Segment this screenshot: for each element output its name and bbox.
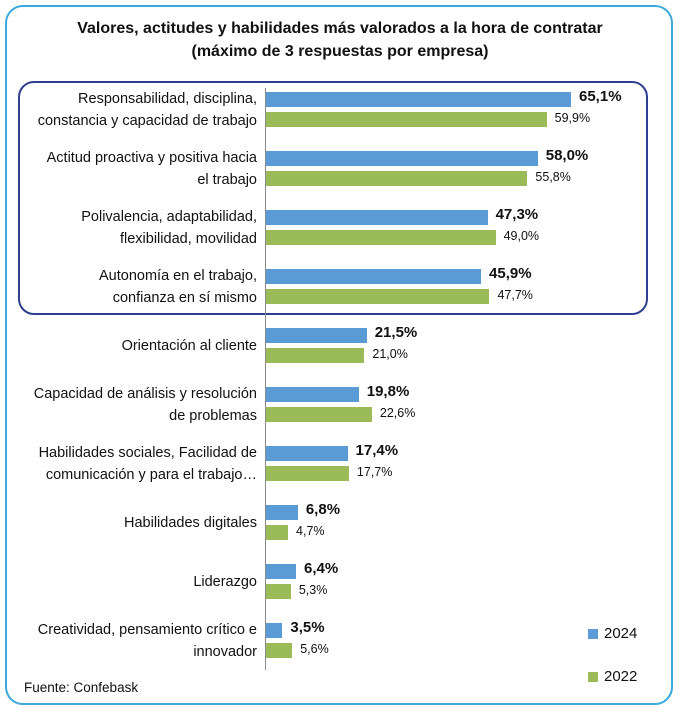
bar-2022 (266, 643, 293, 658)
data-label-2022: 4,7% (296, 524, 325, 538)
legend-swatch-2024 (588, 629, 598, 640)
legend-item-2022: 2022 (588, 668, 637, 685)
data-label-2024: 21,5% (374, 324, 418, 341)
data-label-2022: 17,7% (356, 465, 393, 479)
bar-2024 (266, 269, 482, 284)
data-label-2024: 47,3% (495, 206, 539, 223)
category-label-line: confianza en sí mismo (112, 289, 257, 306)
bar-2024 (266, 387, 359, 402)
category-label: Polivalencia, adaptabilidad, flexibilidad… (12, 206, 257, 250)
bar-2022 (266, 407, 372, 422)
category-label: Creatividad, pensamiento crítico e innova… (12, 619, 257, 663)
bar-2022 (266, 525, 289, 540)
category-label: Liderazgo (12, 571, 257, 593)
category-label: Habilidades digitales (12, 512, 257, 534)
data-label-2024: 19,8% (366, 383, 410, 400)
category-label: Habilidades sociales, Facilidad de comuni… (12, 442, 257, 486)
bar-2024 (266, 210, 488, 225)
bar-2022 (266, 112, 547, 127)
data-label-2024: 3,5% (290, 619, 325, 636)
bar-2024 (266, 623, 283, 638)
chart-frame (5, 5, 673, 705)
category-label: Autonomía en el trabajo, confianza en sí … (12, 265, 257, 309)
category-label-line: innovador (193, 643, 257, 660)
category-label: Orientación al cliente (12, 335, 257, 357)
category-label-line: Creatividad, pensamiento crítico e (37, 621, 257, 638)
top-categories-highlight (18, 81, 648, 315)
data-label-2022: 49,0% (503, 229, 540, 243)
data-label-2024: 45,9% (489, 265, 532, 282)
category-label: Responsabilidad, disciplina, constancia y… (12, 88, 257, 132)
chart-subtitle: (máximo de 3 respuestas por empresa) (191, 43, 489, 60)
legend-label-2022: 2022 (604, 668, 638, 685)
category-label-line: Capacidad de análisis y resolución (33, 385, 257, 402)
data-label-2024: 65,1% (579, 88, 622, 105)
bar-2024 (266, 151, 538, 166)
bar-2022 (266, 171, 528, 186)
data-label-2022: 59,9% (554, 111, 591, 125)
data-label-2024: 17,4% (355, 442, 399, 459)
category-label-line: Responsabilidad, disciplina, (78, 90, 257, 107)
bar-2024 (266, 328, 367, 343)
category-axis-line (265, 88, 266, 670)
category-label-line: Actitud proactiva y positiva hacia (46, 149, 257, 166)
category-label-line: el trabajo (197, 171, 257, 188)
category-label-line: Habilidades sociales, Facilidad de (38, 444, 257, 461)
bar-2024 (266, 505, 298, 520)
bar-2022 (266, 289, 490, 304)
data-label-2022: 22,6% (379, 406, 416, 420)
bar-2024 (266, 446, 348, 461)
legend-item-2024: 2024 (588, 625, 637, 642)
data-label-2022: 5,3% (298, 583, 328, 597)
category-label-line: Autonomía en el trabajo, (99, 267, 257, 284)
category-label-line: Liderazgo (193, 573, 257, 590)
data-label-2022: 55,8% (535, 170, 571, 184)
category-label-line: Polivalencia, adaptabilidad, (81, 208, 257, 225)
bar-2022 (266, 584, 291, 599)
category-label-line: Habilidades digitales (124, 514, 257, 531)
legend-label-2024: 2024 (604, 625, 638, 642)
category-label: Actitud proactiva y positiva hacia el tra… (12, 147, 257, 191)
bar-2022 (266, 348, 365, 363)
category-label-line: comunicación y para el trabajo… (45, 466, 257, 483)
bar-2024 (266, 564, 296, 579)
data-label-2024: 6,4% (303, 560, 339, 577)
data-label-2024: 58,0% (545, 147, 589, 164)
category-label-line: flexibilidad, movilidad (119, 230, 257, 247)
category-label-line: Orientación al cliente (121, 337, 257, 354)
category-label-line: de problemas (169, 407, 257, 424)
data-label-2022: 21,0% (372, 347, 408, 361)
bar-2022 (266, 230, 496, 245)
data-label-2024: 6,8% (305, 501, 341, 518)
category-label-line: constancia y capacidad de trabajo (37, 112, 257, 129)
category-label: Capacidad de análisis y resolución de pro… (12, 383, 257, 427)
data-label-2022: 47,7% (497, 288, 533, 302)
legend-swatch-2022 (588, 672, 598, 683)
bar-2022 (266, 466, 349, 481)
chart-title: Valores, actitudes y habilidades más val… (77, 20, 603, 37)
source-note: Fuente: Confebask (24, 680, 139, 695)
bar-2024 (266, 92, 571, 107)
data-label-2022: 5,6% (300, 642, 329, 656)
